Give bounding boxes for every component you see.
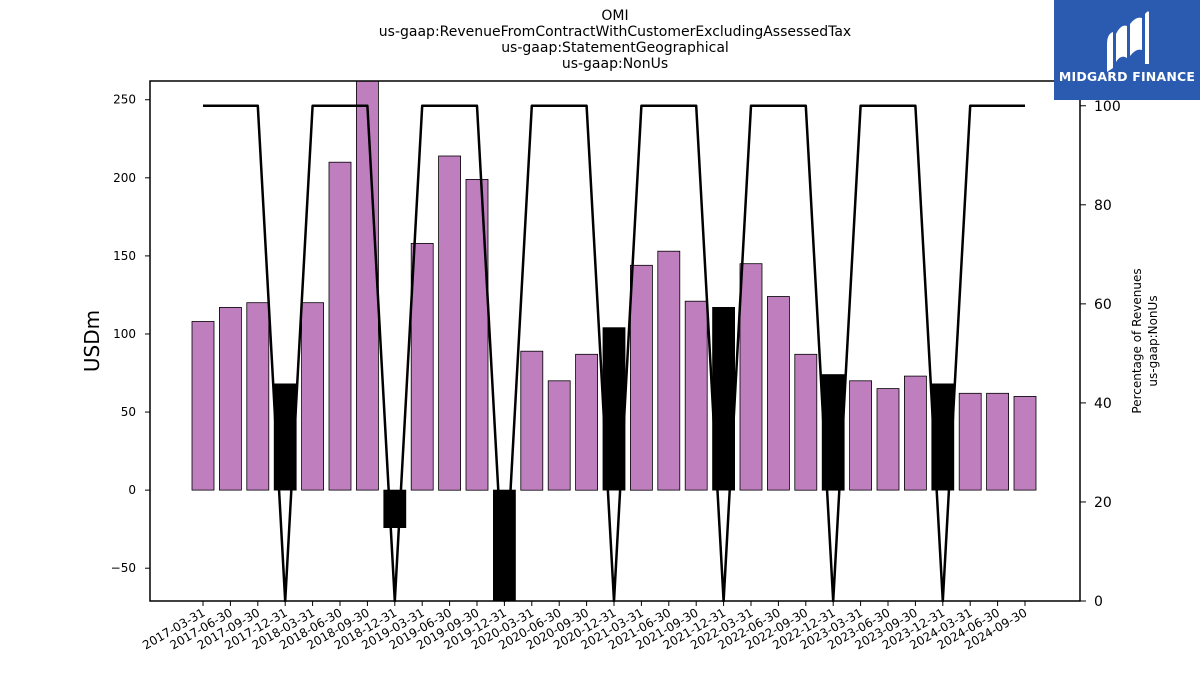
logo-text: MIDGARD FINANCE: [1059, 69, 1195, 84]
bar-2023-06-30: [876, 388, 900, 491]
y-axis-left: −50 0 50 100 150 200 250: [111, 93, 150, 575]
bar-2019-03-31: [410, 242, 434, 491]
bar-2018-06-30: [328, 161, 352, 491]
bar-2017-06-30: [218, 306, 242, 491]
bar-2020-06-30: [547, 380, 571, 491]
y-axis-label-right-line-1: Percentage of Revenues: [1130, 268, 1144, 413]
bar-2024-09-30: [1013, 395, 1037, 491]
bar-2021-06-30: [657, 250, 681, 491]
y-tick-label-100: 100: [113, 327, 136, 341]
bar-2023-09-30: [904, 375, 927, 491]
bar-2020-09-30: [575, 353, 598, 491]
y-right-tick-label-80: 80: [1094, 198, 1112, 214]
title-line-4: us-gaap:NonUs: [562, 56, 668, 72]
midgard-finance-logo: MIDGARD FINANCE: [1054, 0, 1200, 100]
chart-title: OMI us-gaap:RevenueFromContractWithCusto…: [379, 8, 851, 72]
y-tick-label-150: 150: [113, 249, 136, 263]
bar-2019-06-30: [438, 155, 462, 491]
bar-2024-03-31: [958, 392, 982, 491]
bar-2024-06-30: [986, 392, 1009, 491]
bars-layer: [191, 80, 1037, 602]
bar-2017-12-31: [273, 383, 297, 491]
bar-2021-03-31: [630, 264, 653, 491]
bar-2018-03-31: [301, 302, 325, 491]
bar-2022-06-30: [767, 296, 790, 491]
bar-2019-09-30: [465, 178, 489, 491]
bar-2020-03-31: [520, 350, 544, 491]
bar-2022-09-30: [794, 353, 818, 491]
plot-frame: [149, 80, 1081, 602]
bar-2017-03-31: [191, 321, 215, 491]
bar-2018-12-31: [383, 489, 407, 529]
y-tick-label-50: 50: [121, 405, 136, 419]
bar-2023-12-31: [931, 383, 955, 491]
y-right-tick-label-0: 0: [1094, 594, 1103, 610]
title-line-1: OMI: [601, 8, 628, 24]
title-line-3: us-gaap:StatementGeographical: [501, 40, 729, 56]
y-tick-label-250: 250: [113, 93, 136, 107]
y-tick-label--50: −50: [111, 561, 136, 575]
bar-2023-03-31: [849, 380, 872, 491]
bar-2021-09-30: [684, 300, 708, 491]
y-axis-label-right-line-2: us-gaap:NonUs: [1146, 295, 1160, 386]
y-tick-label-200: 200: [113, 171, 136, 185]
logo-mark-icon: [1107, 11, 1149, 72]
y-axis-label-left: USDm: [80, 310, 104, 372]
y-right-tick-label-20: 20: [1094, 495, 1112, 511]
y-tick-label-0: 0: [128, 483, 136, 497]
x-axis: 2017-03-312017-06-302017-09-302017-12-31…: [140, 601, 1030, 652]
bar-2018-09-30: [355, 80, 379, 491]
bar-2022-03-31: [739, 263, 763, 491]
y-right-tick-label-100: 100: [1094, 99, 1121, 115]
title-line-2: us-gaap:RevenueFromContractWithCustomerE…: [379, 24, 851, 40]
y-right-tick-label-40: 40: [1094, 396, 1112, 412]
y-right-tick-label-60: 60: [1094, 297, 1112, 313]
y-axis-right: 0 20 40 60 80 100: [1080, 99, 1121, 610]
bar-2017-09-30: [246, 302, 270, 491]
bar-2022-12-31: [821, 374, 845, 491]
